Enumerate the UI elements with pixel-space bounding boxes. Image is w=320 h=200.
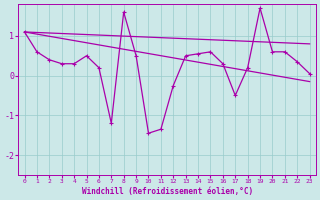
X-axis label: Windchill (Refroidissement éolien,°C): Windchill (Refroidissement éolien,°C) bbox=[82, 187, 253, 196]
